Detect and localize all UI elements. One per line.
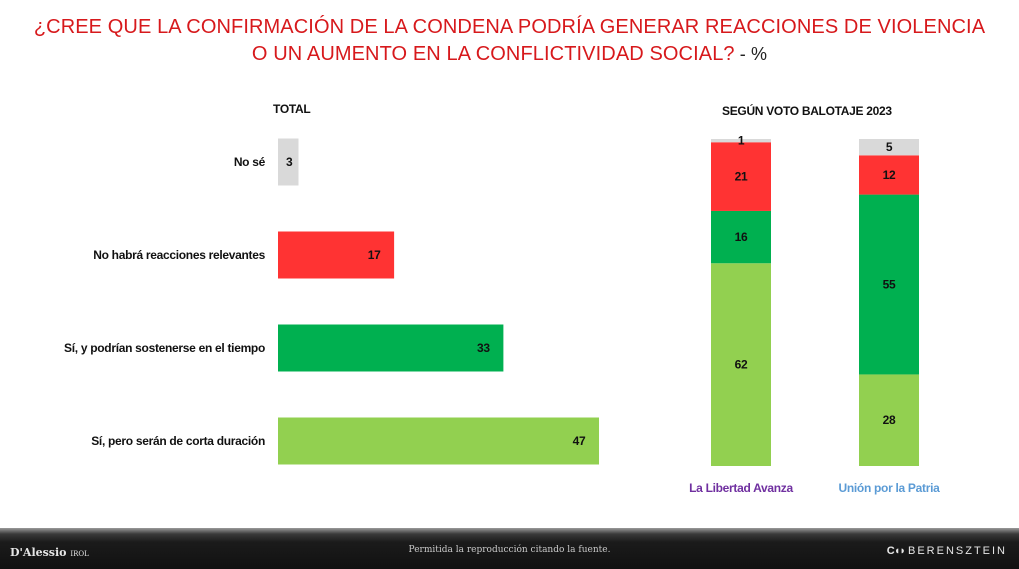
vote-stack-segment <box>859 155 919 195</box>
title-line-2: O UN AUMENTO EN LA CONFLICTIVIDAD SOCIAL… <box>0 41 1019 68</box>
dalessio-logo-suffix: IROL <box>70 550 89 558</box>
total-data-label: 33 <box>477 341 490 355</box>
total-data-label: 3 <box>286 155 293 169</box>
vote-category-label: Unión por la Patria <box>839 481 941 495</box>
total-category-label: No habrá reacciones relevantes <box>93 248 265 262</box>
vote-stack-segment <box>859 139 919 156</box>
chart-canvas: 3 No sé 17 No habrá reacciones relevantes 33… <box>64 134 941 495</box>
dalessio-logo: D'Alessio IROL <box>10 546 89 559</box>
berensztein-logo: C◖◗ BERENSZTEIN <box>887 545 1007 557</box>
total-category-label: No sé <box>234 155 266 169</box>
vote-data-label: 12 <box>883 168 896 182</box>
vote-stack-segment <box>859 374 919 466</box>
footer-note: Permitida la reproducción citando la fue… <box>408 545 611 555</box>
total-bar <box>278 231 395 279</box>
total-data-label: 17 <box>368 248 381 262</box>
total-category-label: Sí, pero serán de corta duración <box>91 434 265 448</box>
total-bar <box>278 138 299 186</box>
title-line-2-text: O UN AUMENTO EN LA CONFLICTIVIDAD SOCIAL… <box>251 43 735 65</box>
total-bar <box>278 417 600 465</box>
vote-data-label: 1 <box>738 134 745 148</box>
total-category-label: Sí, y podrían sostenerse en el tiempo <box>64 341 265 355</box>
total-section-label: TOTAL <box>273 102 311 116</box>
title-suffix: - % <box>734 44 768 64</box>
title-line-1: ¿CREE QUE LA CONFIRMACIÓN DE LA CONDENA … <box>33 16 986 38</box>
dalessio-logo-text: D'Alessio <box>10 546 67 559</box>
berensztein-logo-text: BERENSZTEIN <box>907 545 1007 557</box>
berensztein-logo-mark: C◖◗ <box>886 545 906 557</box>
vote-stack-segment <box>711 263 771 466</box>
vote-category-label: La Libertad Avanza <box>689 481 793 495</box>
vote-data-label: 28 <box>883 413 896 427</box>
footer-bar: D'Alessio IROL Permitida la reproducción… <box>0 528 1019 569</box>
chart-title: ¿CREE QUE LA CONFIRMACIÓN DE LA CONDENA … <box>0 14 1019 68</box>
total-data-label: 47 <box>573 434 586 448</box>
vote-data-label: 21 <box>735 170 748 184</box>
vote-data-label: 5 <box>886 140 893 154</box>
vote-stack-segment <box>711 210 771 264</box>
total-bar <box>278 324 504 372</box>
vote-data-label: 55 <box>883 278 896 292</box>
vote-stack-segment <box>711 142 771 211</box>
vote-stack-segment <box>859 194 919 375</box>
vote-data-label: 62 <box>735 358 748 372</box>
vote-stack-segment <box>711 139 771 143</box>
vote-section-label: SEGÚN VOTO BALOTAJE 2023 <box>722 104 892 118</box>
vote-data-label: 16 <box>735 230 748 244</box>
